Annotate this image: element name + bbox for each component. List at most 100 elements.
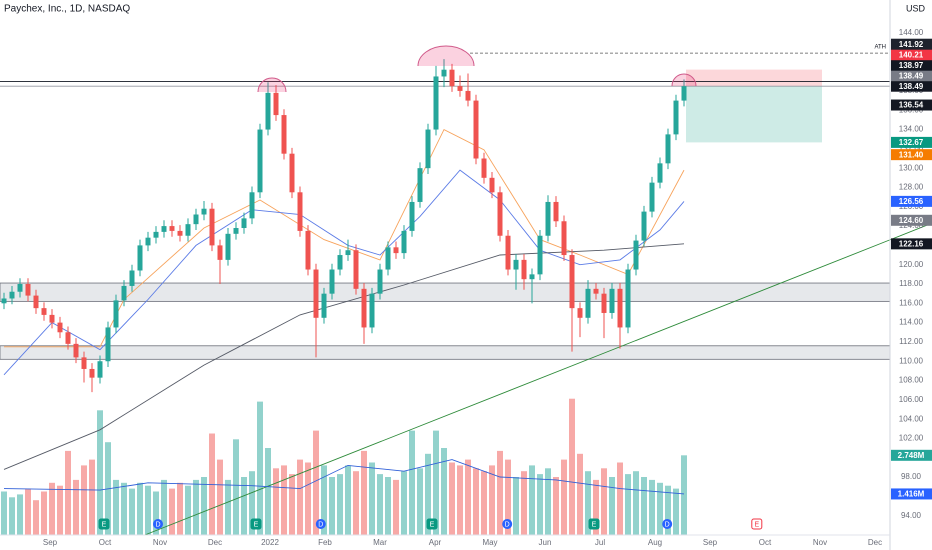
event-label: D <box>155 521 160 528</box>
event-marker <box>751 518 763 530</box>
candle-body <box>177 230 183 236</box>
volume-bar <box>409 430 415 535</box>
price-badge <box>891 238 932 250</box>
y-tick-label: 102.00 <box>899 434 924 443</box>
volume-bar <box>377 474 383 535</box>
candle-body <box>433 76 439 130</box>
volume-bar <box>601 468 607 535</box>
candle-body <box>473 100 479 159</box>
candle-body <box>673 100 679 135</box>
x-tick-label: Jun <box>539 538 552 547</box>
volume-bar <box>361 450 367 535</box>
price-badge-label: 138.49 <box>899 82 924 91</box>
candle-body <box>505 235 511 270</box>
volume-bar <box>449 462 455 535</box>
y-tick-label: 110.00 <box>899 356 923 365</box>
volume-bar <box>113 479 119 535</box>
candle-body <box>137 245 143 271</box>
volume-bar <box>425 453 431 535</box>
event-marker <box>315 519 326 529</box>
x-tick-label: Aug <box>648 538 662 547</box>
candle-body <box>657 163 663 183</box>
x-tick-label: Oct <box>759 538 772 547</box>
volume-bar <box>577 453 583 535</box>
candle-body <box>113 300 119 328</box>
event-label: D <box>318 521 323 528</box>
volume-badge <box>891 449 932 461</box>
y-tick-label: 116.00 <box>899 298 923 307</box>
x-tick-label: Feb <box>318 538 332 547</box>
volume-bar <box>569 398 575 535</box>
price-badge-label: 138.49 <box>899 71 924 80</box>
price-badge <box>891 49 932 61</box>
candle-body <box>273 92 279 116</box>
price-badge <box>891 59 932 71</box>
candle-body <box>561 221 567 256</box>
price-badge <box>891 195 932 207</box>
volume-bar <box>385 477 391 535</box>
volume-bar <box>473 468 479 535</box>
volume-bar <box>513 477 519 535</box>
candle-body <box>281 115 287 154</box>
volume-bar <box>249 471 255 535</box>
trendline <box>144 222 932 536</box>
candle-body <box>185 224 191 236</box>
candle-body <box>217 245 223 260</box>
volume-bar <box>337 474 343 535</box>
volume-bar <box>233 439 239 535</box>
volume-bar <box>65 450 71 535</box>
volume-bar <box>137 482 143 535</box>
y-tick-label: 134.00 <box>899 125 924 134</box>
candle-body <box>625 269 631 328</box>
volume-bar <box>305 462 311 535</box>
price-badge-label: 131.40 <box>899 150 924 159</box>
candle-body <box>449 69 455 87</box>
x-tick-label: 2022 <box>261 538 279 547</box>
candle-body <box>41 308 47 315</box>
price-badge <box>891 80 932 92</box>
peak-arc <box>671 73 697 87</box>
volume-bar <box>649 479 655 535</box>
volume-bar <box>169 488 175 535</box>
price-badge <box>891 136 932 148</box>
volume-bar <box>417 468 423 535</box>
volume-badge-label: 2.748M <box>898 451 925 460</box>
candle-body <box>97 361 103 378</box>
candle-body <box>617 288 623 328</box>
volume-bar <box>497 450 503 535</box>
price-badge-label: 124.60 <box>899 216 924 225</box>
candle-body <box>417 168 423 202</box>
volume-bar <box>201 477 207 535</box>
event-marker <box>98 518 110 530</box>
price-badge-label: 136.54 <box>899 101 924 110</box>
volume-bar <box>545 468 551 535</box>
event-label: D <box>665 521 670 528</box>
volume-bar <box>441 448 447 535</box>
y-tick-label: 98.00 <box>901 472 922 481</box>
volume-bar <box>313 430 319 535</box>
candle-body <box>9 291 15 299</box>
x-tick-label: Oct <box>99 538 112 547</box>
y-tick-label: 118.00 <box>899 279 923 288</box>
volume-bar <box>537 474 543 535</box>
candle-body <box>377 269 383 294</box>
candle-body <box>513 259 519 270</box>
target-zone <box>686 86 822 143</box>
candle-body <box>337 255 343 270</box>
volume-bar <box>17 494 23 535</box>
candle-body <box>57 322 63 333</box>
ma-line <box>3 243 685 470</box>
candle-body <box>593 288 599 294</box>
candle-body <box>569 255 575 309</box>
candle-body <box>649 182 655 212</box>
price-badge <box>891 70 932 82</box>
volume-bar <box>433 430 439 535</box>
volume-bar <box>521 471 527 535</box>
x-tick-label: Mar <box>373 538 387 547</box>
candle-body <box>49 314 55 323</box>
volume-bar <box>321 465 327 535</box>
volume-bar <box>129 488 135 535</box>
volume-bar <box>225 479 231 535</box>
volume-bar <box>457 465 463 535</box>
candle-body <box>289 153 295 193</box>
